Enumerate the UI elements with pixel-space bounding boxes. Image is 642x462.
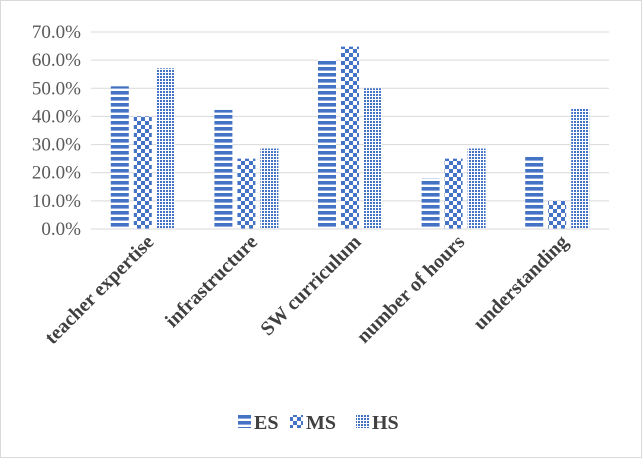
legend-swatch-hs — [356, 415, 369, 428]
category-label: SW curriculum — [256, 231, 365, 340]
y-tick-label: 70.0% — [32, 22, 81, 43]
bar-es — [318, 59, 336, 230]
legend-label-es: ES — [254, 412, 278, 434]
bar-ms — [133, 116, 152, 229]
legend-swatch-es — [238, 415, 251, 428]
bar-es — [110, 86, 129, 230]
y-tick-label: 0.0% — [41, 219, 81, 240]
bar-ms — [548, 200, 567, 229]
category-label: understanding — [469, 231, 573, 335]
bar-ms — [237, 158, 256, 229]
legend-label-ms: MS — [306, 412, 336, 434]
bar-hs — [467, 148, 486, 229]
legend-swatch-ms — [290, 415, 303, 428]
bar-ms — [341, 46, 359, 230]
bar-hs — [156, 68, 175, 229]
legend-label-hs: HS — [372, 412, 399, 434]
y-tick-label: 20.0% — [32, 163, 81, 184]
y-tick-label: 60.0% — [32, 50, 81, 71]
bar-hs — [260, 148, 279, 229]
bar-ms — [444, 158, 463, 229]
category-label: infrastructure — [161, 231, 262, 332]
y-tick-label: 10.0% — [32, 191, 81, 212]
y-axis-tick-labels: 0.0% 10.0% 20.0% 30.0% 40.0% 50.0% 60.0% 70.0% — [32, 22, 81, 240]
legend: ES MS HS — [238, 412, 399, 434]
bar-es — [525, 155, 544, 229]
category-label: teacher expertise — [41, 231, 159, 349]
y-tick-label: 30.0% — [32, 135, 81, 156]
bar-hs — [364, 88, 382, 230]
bar-es — [421, 178, 440, 229]
category-label: number of hours — [352, 231, 469, 348]
bar-es — [214, 109, 233, 229]
y-tick-label: 50.0% — [32, 78, 81, 99]
bar-hs — [571, 108, 590, 229]
y-tick-label: 40.0% — [32, 106, 81, 127]
bars — [110, 46, 590, 230]
